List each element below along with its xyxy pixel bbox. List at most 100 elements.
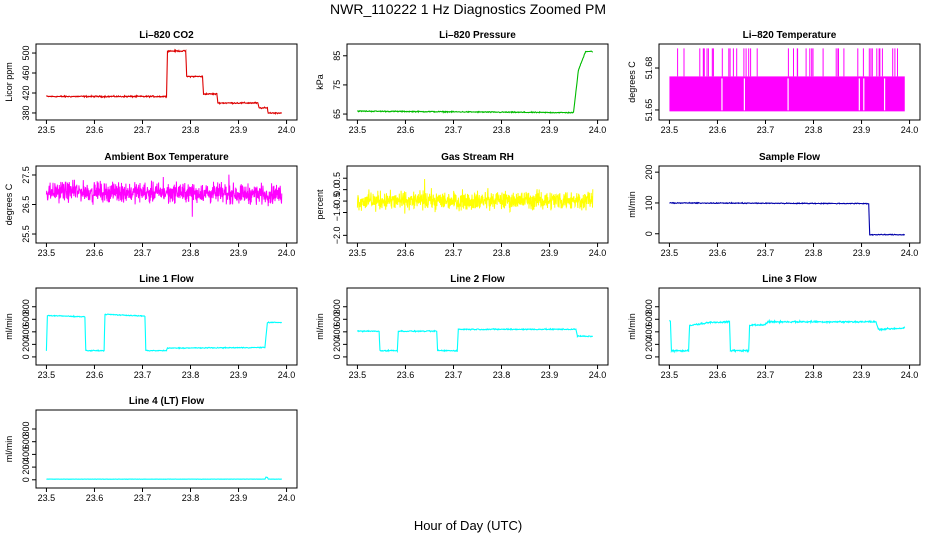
x-tick-label: 23.9: [230, 370, 248, 380]
x-tick-label: 23.5: [38, 370, 56, 380]
y-tick-label: 460: [21, 65, 31, 80]
y-axis-label: ml/min: [315, 313, 325, 340]
y-axis-label: ml/min: [627, 191, 637, 218]
y-tick-label: 200: [21, 337, 31, 352]
x-tick-label: 23.6: [709, 125, 727, 135]
series-spikes: [677, 48, 898, 77]
y-tick-label: 0: [644, 354, 654, 359]
plot-frame: [346, 287, 609, 366]
x-tick-label: 23.7: [134, 493, 152, 503]
panel-li820-co2: Li–820 CO2 23.5 23.6 23.7 23.8 23.9 24.0 380 420…: [4, 30, 298, 135]
panel-li820-pressure: Li–820 Pressure 23.5 23.6 23.7 23.8 23.9 24.0 6…: [315, 30, 609, 135]
x-tick-label: 23.6: [86, 493, 104, 503]
x-tick-label: 23.9: [230, 493, 248, 503]
x-tick-label: 24.0: [278, 370, 296, 380]
x-tick-label: 23.5: [661, 248, 679, 258]
y-tick-label: 51.68: [644, 57, 654, 80]
x-tick-label: 23.9: [853, 248, 871, 258]
series-line: [45, 174, 283, 217]
x-tick-label: 23.8: [182, 125, 200, 135]
y-tick-label: 420: [21, 85, 31, 100]
x-tick-label: 23.8: [805, 125, 823, 135]
x-tick-label: 23.9: [230, 248, 248, 258]
y-axis-label: ml/min: [627, 313, 637, 340]
y-tick-label: 600: [332, 312, 342, 327]
y-axis-label: ml/min: [4, 313, 14, 340]
x-tick-label: 23.9: [853, 125, 871, 135]
panel-title: Line 3 Flow: [762, 274, 817, 285]
plot-frame: [35, 165, 298, 244]
x-tick-label: 23.6: [86, 248, 104, 258]
x-tick-label: 23.8: [805, 370, 823, 380]
x-tick-label: 24.0: [278, 493, 296, 503]
x-tick-label: 23.5: [38, 248, 56, 258]
y-axis-label: ml/min: [4, 436, 14, 463]
y-tick-label: 0.5: [332, 172, 342, 185]
y-tick-label: −1.0: [332, 204, 342, 222]
series-line: [669, 318, 906, 354]
x-tick-label: 23.9: [541, 248, 559, 258]
panel-gas-stream-rh: Gas Stream RH 23.5 23.6 23.7 23.8 23.9 24.0 −2.…: [315, 152, 609, 258]
y-axis-label: degrees C: [627, 61, 637, 103]
y-tick-label: −2.0: [332, 226, 342, 244]
x-tick-label: 23.5: [38, 493, 56, 503]
y-tick-label: 800: [21, 299, 31, 314]
y-tick-label: 100: [644, 195, 654, 210]
x-tick-label: 23.5: [349, 370, 367, 380]
panel-line-1-flow: Line 1 Flow 23.5 23.6 23.7 23.8 23.9 24.0 0 2004…: [4, 274, 298, 380]
x-tick-label: 23.5: [661, 125, 679, 135]
y-tick-label: 600: [644, 312, 654, 327]
y-tick-label: 500: [21, 46, 31, 61]
plot-frame: [658, 43, 921, 121]
x-tick-label: 23.8: [182, 493, 200, 503]
x-tick-label: 23.6: [86, 370, 104, 380]
y-axis-label: kPa: [315, 74, 325, 90]
y-tick-label: 0: [21, 354, 31, 359]
panel-line-3-flow: Line 3 Flow 23.5 23.6 23.7 23.8 23.9 24.0 0 2004…: [627, 274, 921, 380]
y-tick-label: 800: [332, 299, 342, 314]
x-tick-label: 23.9: [230, 125, 248, 135]
x-tick-label: 24.0: [589, 248, 607, 258]
x-tick-label: 23.6: [709, 248, 727, 258]
plot-frame: [35, 43, 298, 121]
y-axis-label: percent: [315, 189, 325, 220]
x-tick-label: 24.0: [589, 125, 607, 135]
x-axis-title: Hour of Day (UTC): [413, 518, 523, 533]
panel-title: Line 1 Flow: [139, 274, 194, 285]
panel-title: Line 2 Flow: [450, 274, 505, 285]
x-tick-label: 23.8: [182, 248, 200, 258]
x-tick-label: 23.6: [86, 125, 104, 135]
series-line: [46, 48, 283, 115]
panel-title: Gas Stream RH: [441, 152, 514, 163]
panel-title: Li–820 CO2: [139, 30, 194, 41]
panel-title: Line 4 (LT) Flow: [129, 396, 205, 407]
plot-frame: [658, 287, 921, 366]
y-tick-label: 0: [332, 354, 342, 359]
x-tick-label: 23.7: [445, 370, 463, 380]
y-tick-label: 200: [21, 460, 31, 475]
panel-title: Sample Flow: [759, 152, 820, 163]
panel-line-4-lt-flow: Line 4 (LT) Flow 23.5 23.6 23.7 23.8 23.9 24.0…: [4, 396, 298, 503]
y-tick-label: 600: [21, 312, 31, 327]
x-tick-label: 24.0: [278, 125, 296, 135]
x-tick-label: 23.9: [541, 125, 559, 135]
y-tick-label: 400: [332, 324, 342, 339]
panel-ambient-box-temperature: Ambient Box Temperature 23.5 23.6 23.7 23.8 2…: [4, 152, 298, 258]
y-tick-label: 600: [21, 434, 31, 449]
x-tick-label: 23.5: [349, 248, 367, 258]
x-tick-label: 23.5: [38, 125, 56, 135]
series-line: [357, 50, 594, 114]
y-tick-label: 26.5: [21, 196, 31, 214]
x-tick-label: 23.5: [349, 125, 367, 135]
panel-title: Li–820 Pressure: [439, 30, 516, 41]
panel-line-2-flow: Line 2 Flow 23.5 23.6 23.7 23.8 23.9 24.0 0 2004…: [315, 274, 609, 380]
x-tick-label: 23.7: [757, 370, 775, 380]
y-tick-label: 200: [644, 337, 654, 352]
y-tick-label: 0: [644, 231, 654, 236]
panel-sample-flow: Sample Flow 23.5 23.6 23.7 23.8 23.9 24.0 0 100 2…: [627, 152, 921, 258]
plot-frame: [35, 409, 298, 489]
x-tick-label: 23.6: [709, 370, 727, 380]
x-tick-label: 23.7: [757, 248, 775, 258]
x-tick-label: 24.0: [901, 248, 919, 258]
